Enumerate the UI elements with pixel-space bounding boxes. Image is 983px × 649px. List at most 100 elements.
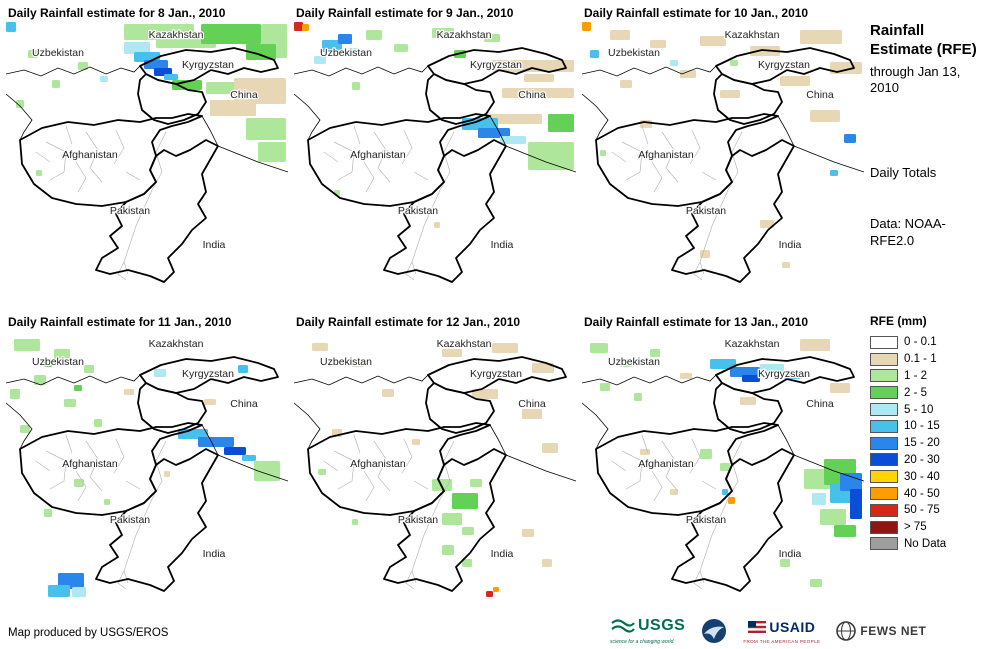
country-label-uzbekistan: Uzbekistan <box>320 47 372 59</box>
map-panel: Daily Rainfall estimate for 11 Jan., 201… <box>2 309 290 618</box>
country-label-india: India <box>203 548 226 560</box>
country-label-kazakhstan: Kazakhstan <box>437 29 492 41</box>
country-label-kazakhstan: Kazakhstan <box>149 29 204 41</box>
country-label-china: China <box>518 89 546 101</box>
country-label-pakistan: Pakistan <box>398 205 438 217</box>
legend-label: 10 - 15 <box>904 420 940 433</box>
country-label-pakistan: Pakistan <box>686 514 726 526</box>
legend-label: 40 - 50 <box>904 487 940 500</box>
legend-swatch <box>870 436 898 450</box>
legend-row: 5 - 10 <box>870 401 978 418</box>
legend-row: 2 - 5 <box>870 384 978 401</box>
country-label-afghanistan: Afghanistan <box>62 149 118 161</box>
panel-title: Daily Rainfall estimate for 9 Jan., 2010 <box>296 6 514 20</box>
usgs-logo: USGS science for a changing world <box>610 617 685 645</box>
legend-entries: 0 - 0.1 0.1 - 1 1 - 2 2 - 5 5 - 10 10 - … <box>870 334 978 552</box>
legend-label: 30 - 40 <box>904 470 940 483</box>
country-label-kazakhstan: Kazakhstan <box>725 338 780 350</box>
legend-label: 5 - 10 <box>904 403 934 416</box>
legend-label: 1 - 2 <box>904 369 928 382</box>
map-panel: Daily Rainfall estimate for 10 Jan., 201… <box>578 0 866 309</box>
legend-row: No Data <box>870 536 978 553</box>
country-label-afghanistan: Afghanistan <box>62 458 118 470</box>
rain-layer <box>582 22 862 268</box>
country-label-india: India <box>491 239 514 251</box>
country-borders <box>294 356 576 592</box>
legend-swatch <box>870 470 898 484</box>
sidebar: Rainfall Estimate (RFE) through Jan 13, … <box>870 22 978 552</box>
legend-row: 0.1 - 1 <box>870 351 978 368</box>
panel-title: Daily Rainfall estimate for 11 Jan., 201… <box>8 315 232 329</box>
country-labels: Kazakhstan Uzbekistan Kyrgyzstan China A… <box>31 28 259 253</box>
country-borders <box>582 47 864 283</box>
country-label-kazakhstan: Kazakhstan <box>725 29 780 41</box>
country-label-kyrgyzstan: Kyrgyzstan <box>758 59 810 71</box>
rainfall-map: Kazakhstan Uzbekistan Kyrgyzstan China A… <box>582 337 864 592</box>
panel-title: Daily Rainfall estimate for 12 Jan., 201… <box>296 315 521 329</box>
country-label-uzbekistan: Uzbekistan <box>32 47 84 59</box>
legend-swatch <box>870 487 898 501</box>
country-label-kyrgyzstan: Kyrgyzstan <box>470 368 522 380</box>
country-labels: Kazakhstan Uzbekistan Kyrgyzstan China A… <box>319 337 547 562</box>
country-label-kyrgyzstan: Kyrgyzstan <box>758 368 810 380</box>
legend-title: RFE (mm) <box>870 313 927 328</box>
report-title: Rainfall Estimate (RFE) <box>870 22 977 58</box>
country-labels: Kazakhstan Uzbekistan Kyrgyzstan China A… <box>319 28 547 253</box>
legend-swatch <box>870 369 898 383</box>
country-borders <box>6 356 288 592</box>
legend-label: > 75 <box>904 521 927 534</box>
legend-row: 40 - 50 <box>870 485 978 502</box>
rain-layer <box>10 339 280 597</box>
fewsnet-logo-text: FEWS NET <box>860 624 927 638</box>
country-label-china: China <box>806 89 834 101</box>
rainfall-map: Kazakhstan Uzbekistan Kyrgyzstan China A… <box>294 337 576 597</box>
admin-boundaries <box>323 125 455 281</box>
legend-row: 1 - 2 <box>870 368 978 385</box>
logo-bar: USGS science for a changing world USAID … <box>610 617 926 645</box>
rainfall-map: Kazakhstan Uzbekistan Kyrgyzstan China A… <box>6 337 288 597</box>
rainfall-map: Kazakhstan Uzbekistan Kyrgyzstan China A… <box>582 22 864 283</box>
usaid-flag-icon <box>748 620 767 633</box>
legend-label: 0 - 0.1 <box>904 336 937 349</box>
country-label-china: China <box>518 398 546 410</box>
legend-row: > 75 <box>870 519 978 536</box>
country-label-uzbekistan: Uzbekistan <box>608 356 660 368</box>
legend-swatch <box>870 335 898 349</box>
country-borders <box>6 47 288 283</box>
rain-layer <box>590 339 862 587</box>
legend-swatch <box>870 453 898 467</box>
country-label-afghanistan: Afghanistan <box>638 149 694 161</box>
map-panel: Daily Rainfall estimate for 9 Jan., 2010 <box>290 0 578 309</box>
legend-label: 15 - 20 <box>904 437 940 450</box>
noaa-logo <box>701 618 727 644</box>
legend-row: 15 - 20 <box>870 435 978 452</box>
country-label-pakistan: Pakistan <box>110 205 150 217</box>
report-subtitle: through Jan 13, 2010 <box>870 63 961 96</box>
legend-label: 2 - 5 <box>904 386 928 399</box>
country-labels: Kazakhstan Uzbekistan Kyrgyzstan China A… <box>607 337 835 562</box>
admin-boundaries <box>323 434 455 590</box>
country-label-uzbekistan: Uzbekistan <box>320 356 372 368</box>
rain-layer <box>294 22 574 228</box>
country-label-pakistan: Pakistan <box>398 514 438 526</box>
rainfall-map: Kazakhstan Uzbekistan Kyrgyzstan China A… <box>6 22 288 283</box>
map-grid: Daily Rainfall estimate for 8 Jan., 2010 <box>2 0 866 618</box>
country-label-kyrgyzstan: Kyrgyzstan <box>182 59 234 71</box>
panel-title: Daily Rainfall estimate for 10 Jan., 201… <box>584 6 809 20</box>
map-panel: Daily Rainfall estimate for 12 Jan., 201… <box>290 309 578 618</box>
usgs-tagline: science for a changing world <box>610 639 674 645</box>
admin-boundaries <box>611 125 743 281</box>
legend-swatch <box>870 503 898 517</box>
legend-row: 0 - 0.1 <box>870 334 978 351</box>
country-label-india: India <box>203 239 226 251</box>
legend-swatch <box>870 403 898 417</box>
legend-swatch <box>870 537 898 551</box>
country-label-india: India <box>491 548 514 560</box>
admin-boundaries <box>611 434 743 590</box>
rain-layer <box>312 343 558 597</box>
country-borders <box>294 47 576 283</box>
panel-title: Daily Rainfall estimate for 13 Jan., 201… <box>584 315 809 329</box>
map-panel: Daily Rainfall estimate for 13 Jan., 201… <box>578 309 866 618</box>
legend-label: No Data <box>904 537 947 550</box>
